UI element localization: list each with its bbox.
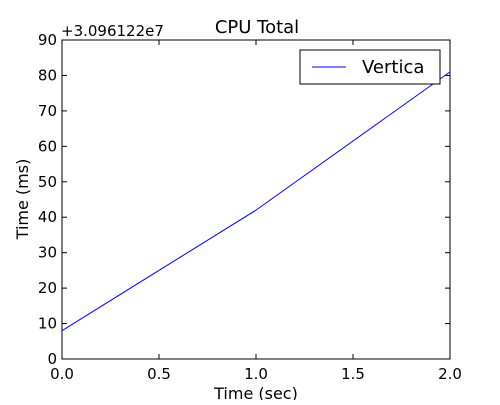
y-tick-label: 40	[38, 208, 57, 226]
y-tick-label: 90	[38, 31, 57, 49]
y-tick-label: 30	[38, 244, 57, 262]
x-tick-label: 0.5	[147, 365, 171, 383]
series-line-vertica	[61, 71, 451, 332]
x-tick-label: 1.5	[341, 365, 365, 383]
y-tick-label: 10	[38, 315, 57, 333]
x-tick-label: 1.0	[244, 365, 268, 383]
plot-area: 0.0 0.5 1.0 1.5 2.0 0 10 20 30 40 50 60 70 80 90 Vertic…	[38, 31, 462, 383]
y-tick-label: 70	[38, 102, 57, 120]
plot-frame	[61, 39, 451, 360]
y-tick-label: 50	[38, 173, 57, 191]
y-tick-label: 0	[47, 350, 57, 368]
y-axis-label: Time (ms)	[13, 159, 32, 241]
x-axis-label: Time (sec)	[213, 384, 298, 400]
chart-title: CPU Total	[215, 17, 299, 38]
legend-label: Vertica	[362, 57, 424, 78]
y-tick-label: 60	[38, 137, 57, 155]
y-axis-offset-label: +3.096122e7	[61, 22, 164, 40]
x-tick-label: 0.0	[50, 365, 74, 383]
y-tick-label: 20	[38, 279, 57, 297]
x-tick-label: 2.0	[438, 365, 462, 383]
y-tick-label: 80	[38, 66, 57, 84]
